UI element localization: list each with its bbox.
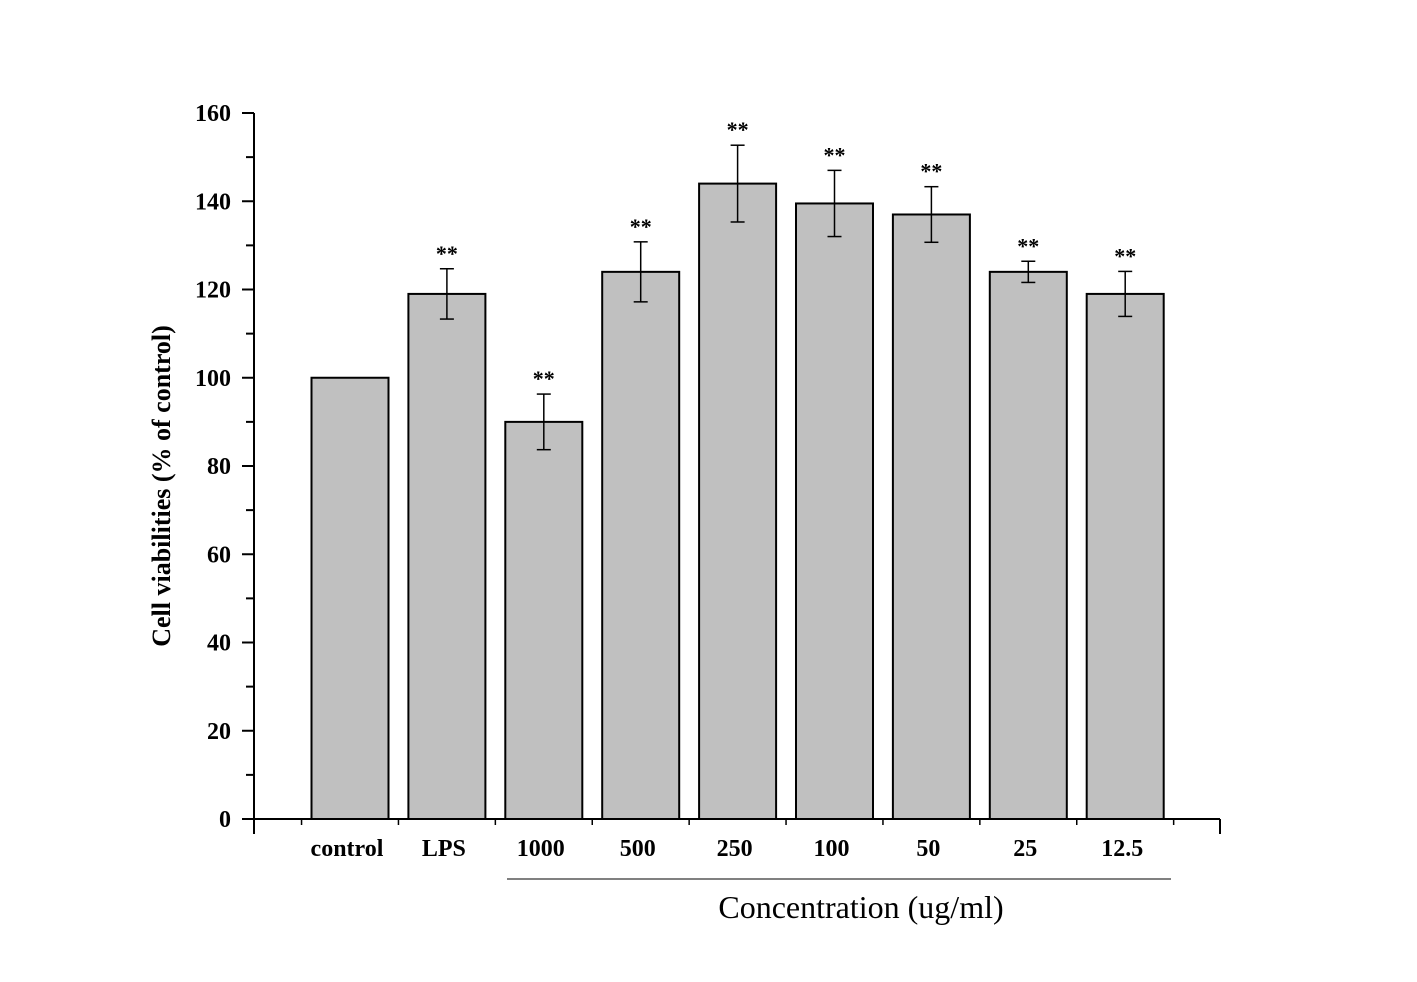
bar-250 xyxy=(698,182,778,821)
bar-1000 xyxy=(504,420,584,820)
bar-25 xyxy=(988,270,1068,821)
x-ticks-layer: control LPS 1000 500 250 100 50 25 12.5 xyxy=(300,819,1175,862)
bar-control xyxy=(310,376,390,820)
x-tick-label: 1000 xyxy=(517,836,565,862)
y-tick-label: 40 xyxy=(207,631,231,657)
significance-layer: ** ** ** ** ** ** ** ** xyxy=(436,117,1136,391)
x-tick-label: control xyxy=(311,836,384,862)
y-tick-label: 60 xyxy=(207,542,231,568)
x-tick-label: LPS xyxy=(422,836,466,862)
y-tick-label: 140 xyxy=(195,189,231,215)
significance-mark: ** xyxy=(920,159,942,184)
x-tick-label: 25 xyxy=(1013,836,1037,862)
y-axis-label: Cell viabilities (% of control) xyxy=(147,325,176,647)
bar-50 xyxy=(891,213,971,821)
y-tick-label: 80 xyxy=(207,454,231,480)
y-tick-label: 100 xyxy=(195,366,231,392)
bar-500 xyxy=(601,270,681,821)
significance-mark: ** xyxy=(436,241,458,266)
x-tick-label: 50 xyxy=(916,836,940,862)
y-ticks-layer: 0 20 40 60 80 100 120 140 160 xyxy=(195,101,254,833)
x-axis-label: Concentration (ug/ml) xyxy=(718,889,1003,925)
x-tick-label: 100 xyxy=(814,836,850,862)
significance-mark: ** xyxy=(1017,233,1039,258)
significance-mark: ** xyxy=(630,214,652,239)
bar-100 xyxy=(795,202,874,821)
significance-mark: ** xyxy=(533,366,555,391)
y-tick-label: 20 xyxy=(207,719,231,745)
significance-mark: ** xyxy=(824,142,846,167)
significance-mark: ** xyxy=(727,117,749,142)
x-tick-label: 12.5 xyxy=(1101,836,1143,862)
significance-mark: ** xyxy=(1114,243,1136,268)
y-tick-label: 0 xyxy=(219,807,231,833)
y-tick-label: 160 xyxy=(195,101,231,127)
x-tick-label: 500 xyxy=(620,836,656,862)
bar-LPS xyxy=(407,292,487,821)
bar-12.5 xyxy=(1085,292,1165,821)
y-tick-label: 120 xyxy=(195,278,231,304)
bars-layer xyxy=(310,182,1165,821)
error-bars-layer xyxy=(439,144,1133,451)
axes-layer xyxy=(253,113,1221,880)
x-tick-label: 250 xyxy=(717,836,753,862)
